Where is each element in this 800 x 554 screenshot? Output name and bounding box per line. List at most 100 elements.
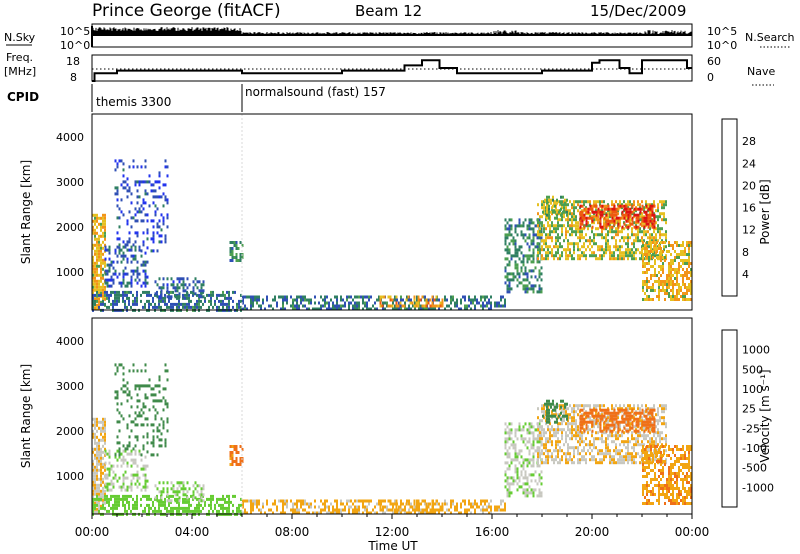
velocity-cell <box>425 508 428 512</box>
power-ytick-1000: 1000 <box>56 266 84 279</box>
power-cell <box>660 283 662 286</box>
power-cell <box>619 200 621 204</box>
velocity-cell <box>166 506 168 510</box>
power-cell <box>575 224 577 228</box>
power-cell <box>172 286 175 290</box>
power-cell <box>543 206 545 210</box>
power-cell <box>668 277 670 280</box>
power-cell <box>656 241 658 244</box>
power-cell <box>524 284 527 288</box>
power-cell <box>178 296 180 300</box>
velocity-cell <box>228 497 230 501</box>
power-cell <box>404 301 406 305</box>
power-cell <box>114 249 117 253</box>
power-cell <box>629 218 631 222</box>
velocity-cell <box>174 506 176 510</box>
power-cell <box>142 281 145 285</box>
power-cell <box>676 271 678 274</box>
power-cell <box>627 239 629 243</box>
power-cell <box>92 276 94 280</box>
power-cell <box>530 287 533 291</box>
power-cell <box>98 249 100 253</box>
power-cell <box>122 162 125 166</box>
power-cell <box>464 304 466 308</box>
power-cell <box>593 221 595 225</box>
power-cell <box>358 301 360 305</box>
power-cell <box>593 236 595 240</box>
power-cell <box>676 256 678 259</box>
velocity-cell <box>92 497 94 501</box>
power-cell <box>168 290 170 294</box>
power-cell <box>348 304 350 308</box>
velocity-cell <box>94 503 96 507</box>
power-cell <box>233 256 236 259</box>
power-cell <box>587 210 590 214</box>
velocity-cell <box>474 511 476 515</box>
velocity-cell <box>407 499 410 503</box>
velocity-cell <box>98 441 100 445</box>
power-cell <box>122 254 125 258</box>
power-cell <box>226 305 228 309</box>
velocity-cell <box>366 508 368 512</box>
power-cell <box>637 216 640 220</box>
velocity-cell <box>336 499 338 503</box>
velocity-cell <box>122 503 124 507</box>
power-cell <box>526 275 529 279</box>
power-cell <box>627 200 629 204</box>
velocity-cell <box>118 420 121 424</box>
power-cell <box>607 239 609 243</box>
velocity-cell <box>502 499 504 503</box>
power-cell <box>516 233 519 237</box>
velocity-cell <box>526 494 529 498</box>
velocity-cell <box>96 465 98 469</box>
power-cell <box>516 278 519 282</box>
velocity-cell <box>500 502 502 506</box>
power-cell <box>146 260 149 264</box>
power-cell <box>639 251 641 255</box>
power-cell <box>144 213 147 217</box>
velocity-cell <box>484 499 486 503</box>
velocity-cell <box>364 505 366 509</box>
power-cell <box>645 200 647 204</box>
velocity-cell <box>224 497 226 501</box>
velocity-cell <box>174 499 177 503</box>
power-cell <box>615 207 618 211</box>
power-cell <box>282 301 284 305</box>
velocity-cell <box>112 482 115 486</box>
power-cell <box>444 298 446 302</box>
power-cell <box>250 307 252 311</box>
velocity-cell <box>130 494 132 498</box>
power-cell <box>108 284 111 288</box>
velocity-cell <box>391 502 394 506</box>
power-cell <box>514 227 517 231</box>
velocity-cell <box>126 500 128 504</box>
velocity-cell <box>130 420 133 424</box>
velocity-cell <box>142 444 145 448</box>
power-cell <box>551 224 553 228</box>
power-cell <box>182 295 185 299</box>
power-cell <box>296 301 298 305</box>
power-cell <box>232 290 234 294</box>
power-cell <box>488 298 490 302</box>
power-cell <box>100 273 102 277</box>
power-cell <box>571 206 573 210</box>
power-cell <box>162 222 165 226</box>
power-cell <box>593 239 595 243</box>
velocity-cell <box>296 499 298 503</box>
power-cell <box>557 239 559 243</box>
power-cell <box>104 269 107 273</box>
power-cell <box>396 298 398 302</box>
power-cell <box>605 204 608 208</box>
power-cell <box>136 269 139 273</box>
power-cell <box>571 221 573 225</box>
power-cell <box>603 248 605 252</box>
velocity-cell <box>526 464 529 468</box>
velocity-cell <box>116 497 118 501</box>
velocity-cell <box>480 508 482 512</box>
power-cell <box>504 239 507 243</box>
velocity-cell <box>108 470 111 474</box>
power-cell <box>684 247 686 250</box>
power-cell <box>162 216 165 220</box>
power-cell <box>196 293 198 297</box>
velocity-cell <box>310 505 312 509</box>
